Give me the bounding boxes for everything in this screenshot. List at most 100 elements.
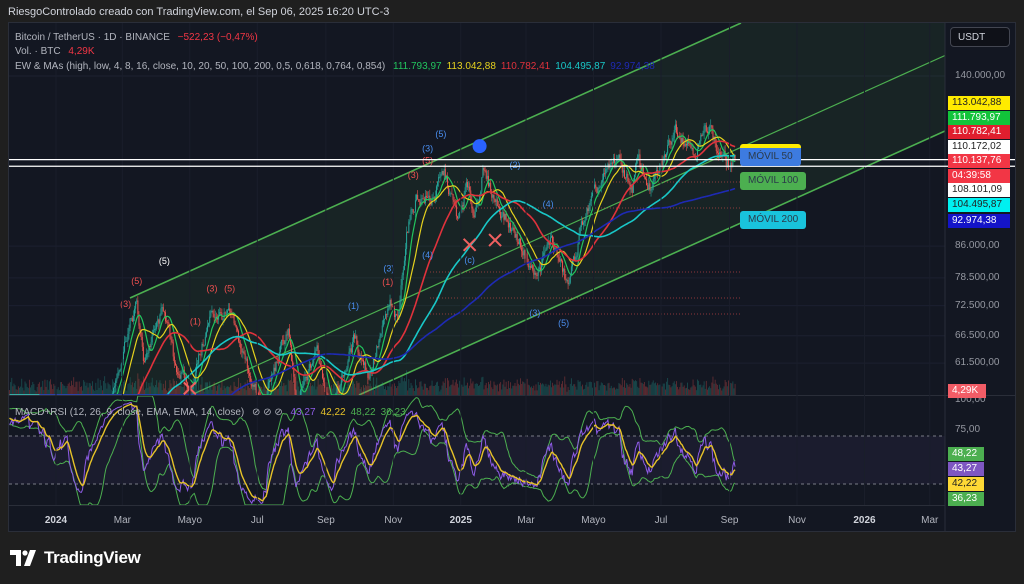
volume-bar bbox=[403, 378, 405, 395]
symbol-legend[interactable]: Bitcoin / TetherUS · 1D · BINANCE −522,2… bbox=[15, 32, 263, 43]
volume-bar bbox=[682, 386, 684, 395]
volume-bar bbox=[375, 384, 377, 395]
candle-body bbox=[677, 132, 679, 138]
volume-bar bbox=[653, 383, 655, 395]
candle-body bbox=[455, 205, 457, 217]
candle-body bbox=[319, 363, 321, 366]
volume-bar bbox=[21, 378, 23, 395]
volume-bar bbox=[147, 387, 149, 395]
candle-body bbox=[627, 173, 629, 182]
volume-bar bbox=[136, 388, 138, 395]
candle-body bbox=[734, 154, 736, 160]
volume-bar bbox=[265, 389, 267, 395]
candle-body bbox=[679, 137, 681, 139]
candle-body bbox=[550, 236, 552, 238]
candle-body bbox=[386, 314, 388, 315]
volume-bar bbox=[486, 388, 488, 395]
volume-bar bbox=[20, 386, 22, 395]
candle-body bbox=[229, 308, 231, 311]
candle-body bbox=[694, 156, 696, 160]
symbol-title: Bitcoin / TetherUS · 1D · BINANCE bbox=[15, 32, 170, 43]
rsi-signal-line bbox=[9, 403, 736, 502]
volume-bar bbox=[276, 389, 278, 395]
candle-body bbox=[513, 227, 515, 231]
currency-button[interactable]: USDT bbox=[950, 27, 1010, 47]
volume-bar bbox=[560, 383, 562, 395]
volume-bar bbox=[731, 383, 733, 395]
candle-body bbox=[564, 268, 566, 279]
volume-bar bbox=[705, 380, 707, 395]
volume-bar bbox=[620, 385, 622, 395]
candle-body bbox=[186, 378, 188, 383]
volume-bar bbox=[502, 384, 504, 395]
volume-bar bbox=[234, 386, 236, 395]
candle-body bbox=[376, 346, 378, 357]
ma-value: 104.495,87 bbox=[555, 61, 606, 72]
volume-bar bbox=[359, 388, 361, 395]
volume-bar bbox=[721, 390, 723, 395]
volume-bar bbox=[53, 383, 55, 395]
volume-bar bbox=[518, 385, 520, 395]
candle-body bbox=[380, 333, 382, 337]
candle-body bbox=[452, 193, 454, 200]
candle-body bbox=[209, 316, 211, 324]
volume-bar bbox=[444, 378, 446, 395]
volume-bar bbox=[422, 389, 424, 395]
candle-body bbox=[620, 159, 622, 165]
candle-body bbox=[638, 154, 640, 156]
volume-bar bbox=[647, 387, 649, 395]
oscillator-value: 43,27 bbox=[290, 407, 316, 418]
volume-bar bbox=[233, 381, 235, 395]
volume-bar bbox=[552, 382, 554, 395]
volume-bar bbox=[424, 383, 426, 395]
candle-body bbox=[589, 200, 591, 206]
time-tick: Nov bbox=[788, 515, 806, 526]
price-tag: 108.101,09 bbox=[948, 183, 1010, 197]
candle-body bbox=[563, 268, 565, 272]
visibility-icons[interactable]: ⊘ ⊘ ⊘ bbox=[252, 407, 283, 418]
volume-bar bbox=[690, 387, 692, 395]
volume-legend[interactable]: Vol. · BTC 4,29K bbox=[15, 46, 100, 57]
volume-bar bbox=[591, 387, 593, 395]
volume-bar bbox=[160, 383, 162, 395]
volume-bar bbox=[129, 377, 131, 395]
volume-bar bbox=[716, 384, 718, 395]
volume-bar bbox=[726, 386, 728, 395]
volume-bar bbox=[396, 388, 398, 395]
volume-bar bbox=[693, 385, 695, 395]
oscillator-legend[interactable]: MACD+RSI (12, 26, 9, close, EMA, EMA, 14… bbox=[15, 407, 411, 418]
time-tick: 2025 bbox=[449, 515, 472, 526]
candle-body bbox=[678, 137, 680, 138]
volume-bar bbox=[625, 387, 627, 395]
tradingview-logo-icon bbox=[10, 550, 36, 566]
volume-bar bbox=[292, 381, 294, 395]
volume-bar bbox=[29, 379, 30, 395]
price-tag: 92.974,38 bbox=[948, 214, 1010, 228]
volume-bar bbox=[607, 383, 609, 395]
volume-bar bbox=[298, 391, 300, 395]
candle-body bbox=[401, 275, 403, 286]
volume-bar bbox=[192, 385, 194, 395]
volume-bar bbox=[599, 385, 601, 395]
candle-body bbox=[276, 361, 278, 363]
candle-body bbox=[568, 282, 570, 285]
candle-body bbox=[479, 196, 481, 202]
tradingview-logo[interactable]: TradingView bbox=[10, 548, 141, 568]
volume-bar bbox=[262, 389, 264, 395]
candle-body bbox=[275, 361, 277, 371]
volume-bar bbox=[544, 386, 546, 395]
volume-bar bbox=[333, 383, 335, 395]
candle-body bbox=[474, 211, 476, 218]
candle-body bbox=[145, 357, 147, 362]
volume-bar bbox=[704, 388, 706, 395]
candle-body bbox=[267, 382, 269, 392]
volume-bar bbox=[494, 384, 496, 395]
candle-body bbox=[313, 359, 315, 364]
candle-body bbox=[180, 372, 182, 379]
volume-bar bbox=[585, 384, 587, 395]
volume-bar bbox=[290, 380, 291, 395]
indicator-legend[interactable]: EW & MAs (high, low, 4, 8, 16, close, 10… bbox=[15, 61, 660, 72]
candle-body bbox=[601, 179, 603, 183]
volume-bar bbox=[548, 385, 550, 395]
